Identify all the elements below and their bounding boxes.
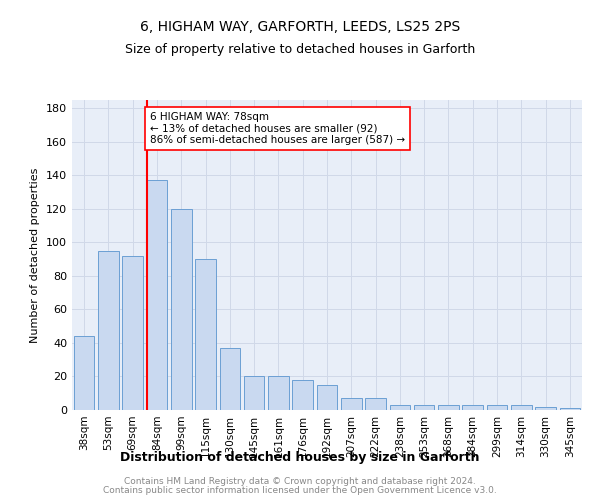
- Bar: [487, 405, 508, 410]
- Text: Distribution of detached houses by size in Garforth: Distribution of detached houses by size …: [120, 451, 480, 464]
- Bar: [146, 180, 167, 410]
- Bar: [74, 336, 94, 410]
- Y-axis label: Number of detached properties: Number of detached properties: [31, 168, 40, 342]
- Bar: [389, 405, 410, 410]
- Bar: [171, 209, 191, 410]
- Text: Contains HM Land Registry data © Crown copyright and database right 2024.: Contains HM Land Registry data © Crown c…: [124, 477, 476, 486]
- Bar: [98, 251, 119, 410]
- Bar: [244, 376, 265, 410]
- Bar: [463, 405, 483, 410]
- Text: Size of property relative to detached houses in Garforth: Size of property relative to detached ho…: [125, 42, 475, 56]
- Bar: [292, 380, 313, 410]
- Bar: [268, 376, 289, 410]
- Bar: [511, 405, 532, 410]
- Bar: [122, 256, 143, 410]
- Bar: [317, 385, 337, 410]
- Bar: [365, 398, 386, 410]
- Bar: [414, 405, 434, 410]
- Text: 6, HIGHAM WAY, GARFORTH, LEEDS, LS25 2PS: 6, HIGHAM WAY, GARFORTH, LEEDS, LS25 2PS: [140, 20, 460, 34]
- Text: Contains public sector information licensed under the Open Government Licence v3: Contains public sector information licen…: [103, 486, 497, 495]
- Bar: [341, 398, 362, 410]
- Text: 6 HIGHAM WAY: 78sqm
← 13% of detached houses are smaller (92)
86% of semi-detach: 6 HIGHAM WAY: 78sqm ← 13% of detached ho…: [150, 112, 405, 145]
- Bar: [438, 405, 459, 410]
- Bar: [560, 408, 580, 410]
- Bar: [195, 259, 216, 410]
- Bar: [535, 406, 556, 410]
- Bar: [220, 348, 240, 410]
